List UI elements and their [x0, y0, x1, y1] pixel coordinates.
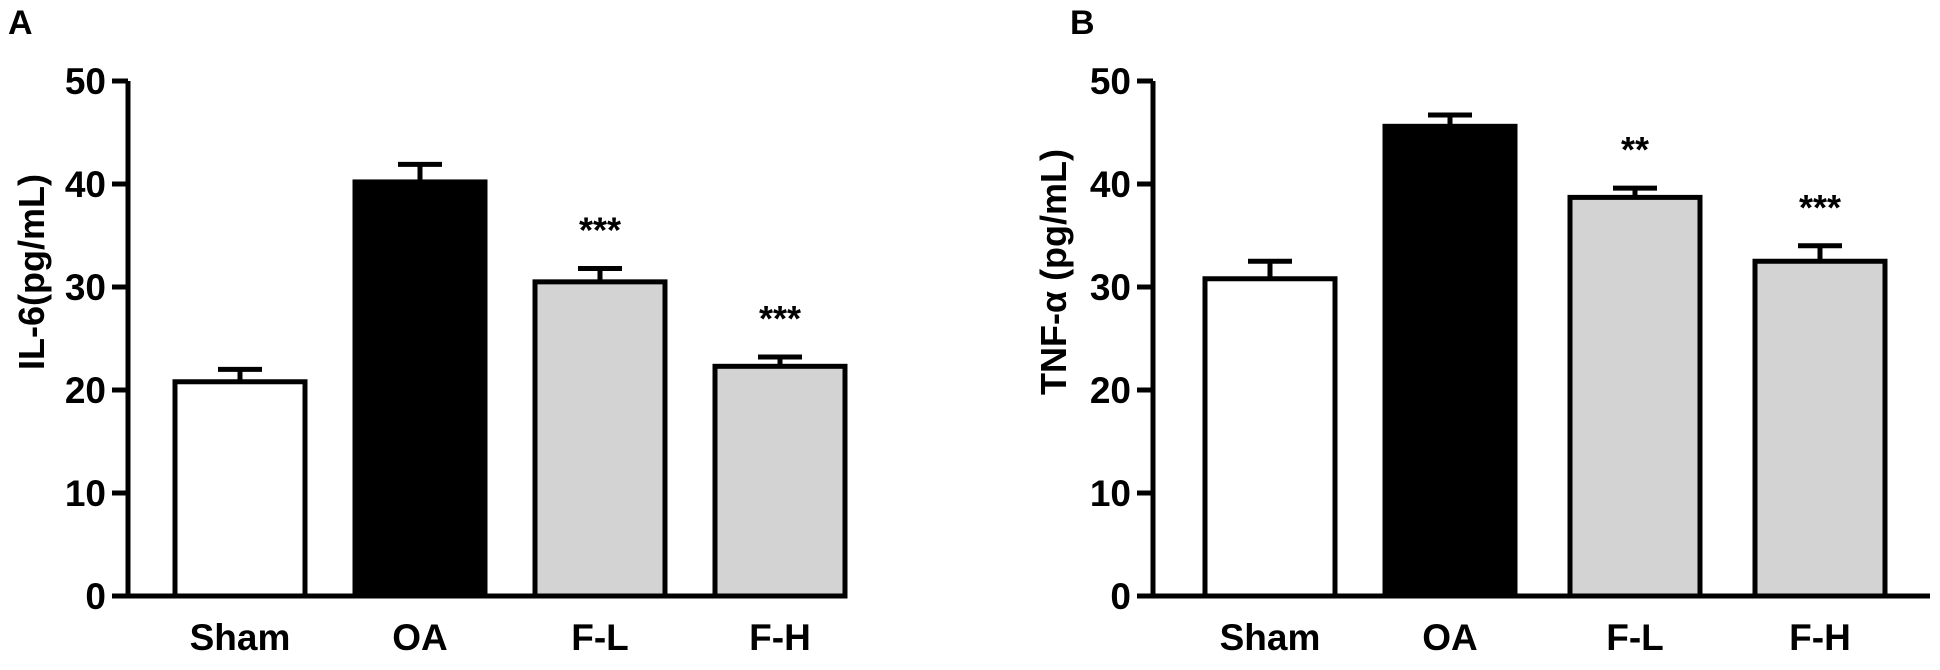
panel-b-bar — [1202, 276, 1338, 599]
panel-a-label: A — [8, 4, 33, 42]
panel-a-y-axis-label: IL-6(pg/mL) — [11, 174, 52, 370]
panel-a-significance-label: *** — [579, 209, 621, 250]
panel-a-y-tick-label: 20 — [65, 370, 106, 411]
panel-b-y-tick-label: 40 — [1090, 164, 1131, 205]
panel-b-category-label: F-L — [1606, 617, 1664, 658]
panel-b-y-tick-label: 0 — [1110, 576, 1131, 617]
panel-b-significance-label: ** — [1621, 129, 1649, 170]
panel-a-category-label: Sham — [190, 617, 291, 658]
panel-b-significance-label: *** — [1799, 187, 1841, 228]
panel-a-y-tick-label: 30 — [65, 267, 106, 308]
panel-b-bar — [1567, 194, 1703, 599]
panel-a-bar — [352, 179, 488, 599]
panel-a-y-tick-label: 50 — [65, 61, 106, 102]
panel-a-bar — [172, 379, 308, 599]
panel-b-bar — [1382, 123, 1518, 599]
panel-a-y-tick-label: 40 — [65, 164, 106, 205]
panel-a-significance-label: *** — [759, 298, 801, 339]
panel-b-bar — [1752, 258, 1888, 599]
panel-b-category-label: OA — [1422, 617, 1478, 658]
panel-a-category-label: F-L — [571, 617, 629, 658]
panel-a-bar — [532, 279, 668, 599]
panel-b-y-tick-label: 50 — [1090, 61, 1131, 102]
panel-a: A IL-6(pg/mL) 0 10 20 30 40 50 Sham OA F-L *** F-H… — [8, 4, 848, 658]
panel-b-category-label: F-H — [1789, 617, 1851, 658]
panel-b-category-label: Sham — [1220, 617, 1321, 658]
panel-a-category-label: F-H — [749, 617, 811, 658]
panel-a-y-tick-label: 10 — [65, 473, 106, 514]
panel-b-y-tick-label: 20 — [1090, 370, 1131, 411]
panel-b-y-tick-label: 30 — [1090, 267, 1131, 308]
panel-a-category-label: OA — [392, 617, 448, 658]
panel-a-y-tick-label: 0 — [85, 576, 106, 617]
panel-b-y-axis-label: TNF-α (pg/mL) — [1033, 149, 1074, 395]
panel-b: B TNF-α (pg/mL) 0 10 20 30 40 50 Sham OA F-L ** F-… — [1033, 4, 1930, 658]
panel-b-y-tick-label: 10 — [1090, 473, 1131, 514]
panel-a-bar — [712, 363, 848, 599]
panel-b-label: B — [1070, 4, 1095, 42]
